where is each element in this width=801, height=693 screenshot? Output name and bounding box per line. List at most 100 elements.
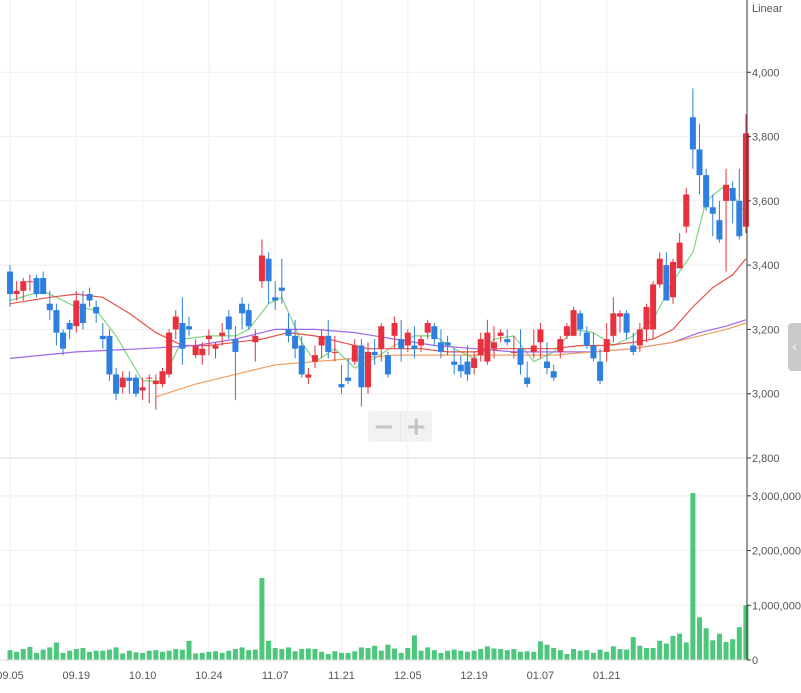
- candle-down: [285, 313, 292, 343]
- volume-bar: [498, 649, 504, 660]
- candle-body: [26, 281, 33, 283]
- candle-up: [670, 258, 676, 304]
- side-panel-toggle[interactable]: ‹: [788, 323, 801, 371]
- volume-bar: [226, 650, 232, 660]
- candle-body: [497, 332, 504, 336]
- candle-down: [113, 368, 120, 401]
- volume-bar: [246, 650, 252, 660]
- candle-down: [265, 252, 272, 304]
- volume-bar: [285, 647, 291, 660]
- candle-body: [199, 348, 206, 356]
- candle-down: [544, 342, 551, 375]
- candle-up: [418, 335, 425, 352]
- zoom-out-button[interactable]: −: [368, 411, 400, 442]
- candle-body: [311, 355, 318, 362]
- price-tick-label: 2,800: [752, 453, 780, 465]
- volume-bar: [146, 650, 152, 660]
- candle-body: [424, 323, 431, 333]
- candle-body: [106, 335, 113, 375]
- volume-bar: [484, 646, 490, 660]
- volume-bar: [398, 652, 404, 660]
- candle-body: [166, 332, 173, 375]
- candle-body: [20, 281, 27, 291]
- candle-down: [179, 297, 186, 365]
- candle-up: [139, 377, 146, 401]
- volume-bar: [279, 649, 285, 660]
- volume-bar: [537, 641, 543, 660]
- candle-down: [597, 348, 604, 385]
- candle-body: [245, 310, 252, 327]
- candle-down: [358, 339, 365, 407]
- candle-body: [451, 361, 458, 365]
- volume-bar: [451, 649, 457, 660]
- volume-bar: [232, 649, 238, 660]
- volume-bar: [405, 647, 411, 660]
- candle-up: [683, 188, 690, 233]
- volume-bar: [378, 650, 384, 660]
- volume-bar: [677, 633, 683, 660]
- volume-bar: [716, 633, 722, 660]
- candle-body: [119, 377, 126, 388]
- candle-up: [563, 323, 570, 340]
- volume-bar: [60, 652, 66, 660]
- volume-bar: [27, 646, 33, 660]
- candle-body: [331, 351, 338, 353]
- volume-bar: [219, 652, 225, 660]
- candle-body: [298, 345, 305, 375]
- date-tick-label: 10.24: [195, 670, 223, 682]
- candle-body: [371, 351, 378, 356]
- candle-body: [616, 313, 623, 317]
- candle-up: [205, 329, 212, 356]
- candle-body: [272, 297, 279, 301]
- candle-up: [13, 281, 20, 301]
- candle-body: [40, 278, 47, 295]
- candle-down: [696, 123, 703, 195]
- candle-up: [557, 335, 564, 359]
- volume-bar: [153, 650, 159, 660]
- volume-bar: [564, 653, 570, 660]
- zoom-in-button[interactable]: +: [399, 411, 433, 442]
- candle-down: [709, 194, 716, 237]
- candle-body: [670, 261, 676, 298]
- candle-body: [13, 290, 20, 295]
- plus-icon: +: [405, 411, 428, 442]
- candle-down: [398, 319, 405, 362]
- candle-body: [570, 310, 577, 336]
- candle-down: [583, 326, 590, 349]
- candle-up: [172, 310, 179, 340]
- volume-bar: [385, 644, 391, 660]
- candle-down: [504, 329, 511, 346]
- candle-body: [577, 313, 584, 330]
- scale-mode-label[interactable]: Linear: [752, 3, 783, 15]
- volume-bar: [140, 652, 146, 660]
- volume-bar: [113, 647, 119, 660]
- candle-body: [471, 358, 478, 368]
- candle-body: [159, 371, 166, 385]
- volume-bar: [325, 653, 331, 660]
- candle-up: [378, 323, 385, 362]
- candle-body: [73, 300, 80, 327]
- volume-bar: [40, 649, 46, 660]
- candle-body: [252, 335, 259, 343]
- candle-down: [225, 310, 232, 340]
- candle-down: [60, 329, 67, 356]
- candle-body: [457, 364, 464, 372]
- candle-down: [663, 252, 670, 301]
- candle-up: [311, 345, 318, 368]
- volume-bar: [266, 640, 272, 660]
- plot-area: [7, 88, 749, 660]
- volume-bar: [418, 650, 424, 660]
- volume-bar: [697, 617, 703, 660]
- volume-bar: [100, 650, 106, 660]
- candle-body: [152, 380, 159, 385]
- date-tick-label: 09.19: [63, 670, 91, 682]
- date-tick-label: 10.10: [129, 670, 157, 682]
- volume-bar: [372, 645, 378, 660]
- candle-down: [292, 319, 299, 359]
- volume-bar: [312, 649, 318, 660]
- candle-body: [345, 377, 352, 381]
- volume-bar: [657, 640, 663, 660]
- volume-bar: [637, 645, 643, 660]
